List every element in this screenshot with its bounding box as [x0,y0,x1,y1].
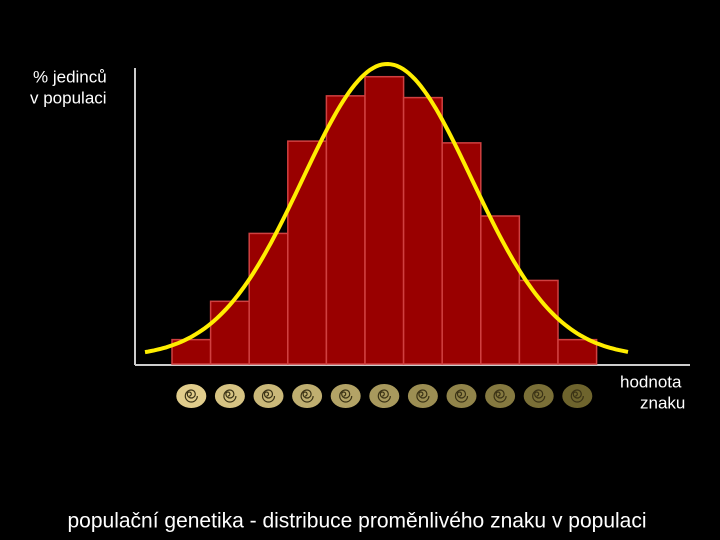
snail-icon [562,384,593,408]
y-axis-label: % jedinců [33,67,107,86]
bar [209,300,250,365]
snail-spiral [570,389,584,403]
snail-icon [176,384,207,408]
snail-spiral [532,389,546,403]
snail-spiral [261,389,276,403]
bar [557,338,598,365]
snail-icon [407,384,438,408]
bar [402,96,443,365]
snail-icon [446,384,477,408]
snail-spiral [184,389,198,403]
y-axis-label: v populaci [30,88,107,107]
x-axis-label: hodnota [620,372,682,391]
bar [480,215,521,365]
bar [248,232,289,365]
bar [518,279,559,365]
bar [441,142,482,365]
snail-spiral [454,389,469,403]
bar [364,75,405,365]
snail-icon [214,384,245,408]
gaussian-curve [144,61,629,355]
snail-spiral [416,389,430,403]
x-axis-label: znaku [640,393,685,412]
snail-icon [292,384,323,408]
bar [325,95,366,365]
snail-icon [523,384,554,408]
caption: populační genetika - distribuce proměnli… [67,510,646,533]
snail-icon [330,384,361,408]
annotation: Gaussova křivka [468,94,602,113]
snail-spiral [300,389,314,403]
snail-spiral [339,389,353,403]
snail-icon [369,384,400,408]
snail-spiral [223,389,237,403]
snail-spiral [377,389,391,403]
snail-icon [485,384,516,408]
snail-spiral [493,389,507,403]
bar [287,140,328,365]
snail-icon [253,384,284,408]
